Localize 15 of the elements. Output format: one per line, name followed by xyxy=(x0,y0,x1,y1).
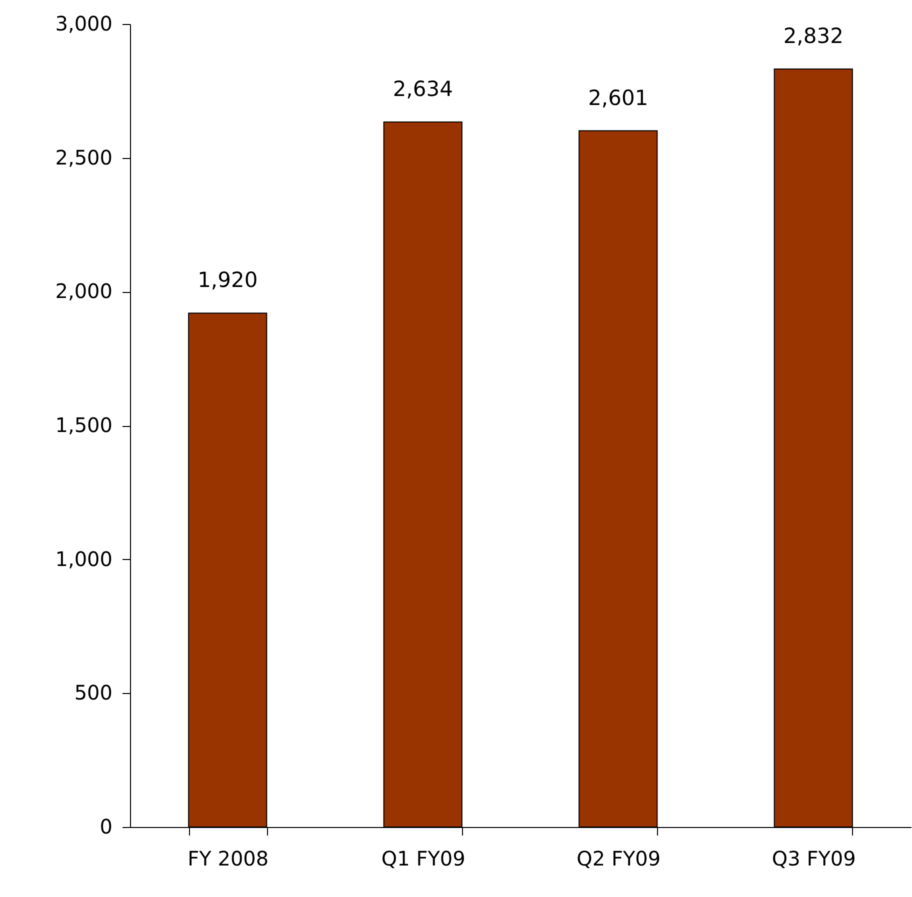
y-tick-label: 500 xyxy=(74,680,112,705)
y-tick-label: 3,000 xyxy=(55,12,112,36)
data-label: 1,920 xyxy=(198,268,258,292)
y-tick-label: 0 xyxy=(100,814,112,838)
y-tick-label: 2,000 xyxy=(55,279,112,304)
x-tick-label: Q2 FY09 xyxy=(576,846,661,870)
x-tick-label: Q3 FY09 xyxy=(772,846,856,870)
y-tick-label: 2,500 xyxy=(55,145,112,170)
data-label: 2,601 xyxy=(588,86,648,110)
data-label: 2,634 xyxy=(392,76,453,101)
y-tick-label: 1,000 xyxy=(55,546,112,571)
data-label: 2,832 xyxy=(783,24,844,48)
y-tick-label: 1,500 xyxy=(55,413,112,437)
x-tick-label: Q1 FY09 xyxy=(381,846,466,870)
x-tick-label: FY 2008 xyxy=(188,846,269,870)
